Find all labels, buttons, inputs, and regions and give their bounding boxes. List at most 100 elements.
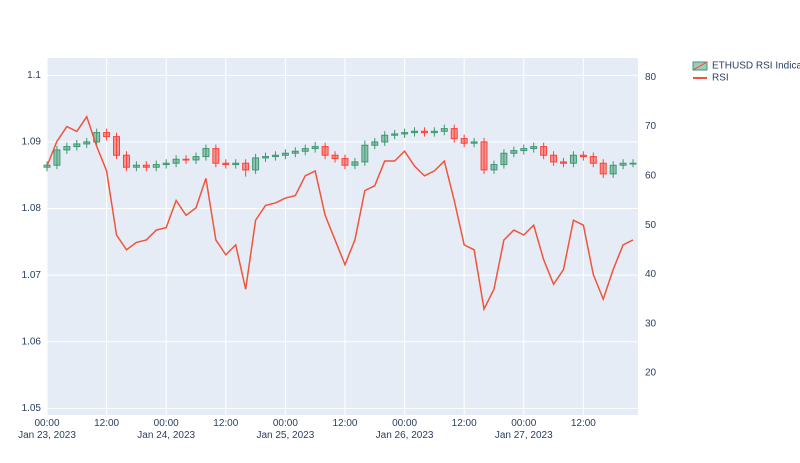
candle <box>411 127 418 137</box>
x-tick-label: 12:00 <box>213 418 238 429</box>
candle-body <box>629 162 637 165</box>
candle-body <box>351 161 359 166</box>
candle-body <box>132 164 140 168</box>
candle <box>520 144 528 155</box>
candle-body <box>391 133 399 136</box>
candle <box>391 129 399 140</box>
candle <box>540 142 548 160</box>
candle-body <box>381 134 389 143</box>
x-tick-label: 00:00 Jan 24, 2023 <box>137 418 195 441</box>
x-tick-label: 00:00 Jan 27, 2023 <box>495 418 553 441</box>
y-tick-label: 1.08 <box>22 203 42 214</box>
candle <box>311 141 319 153</box>
candle <box>262 152 270 162</box>
candle-body <box>212 148 220 164</box>
candle-body <box>113 136 121 156</box>
candle <box>103 128 111 141</box>
y2-tick-label: 70 <box>645 121 657 132</box>
candle <box>73 139 81 151</box>
y-tick-label: 1.07 <box>22 270 42 281</box>
candle-body <box>63 146 71 151</box>
candle <box>341 154 349 170</box>
candle-body <box>550 154 558 163</box>
candle <box>430 127 438 137</box>
candle <box>589 152 597 168</box>
candle-body <box>142 164 150 168</box>
candle <box>331 151 339 163</box>
candle <box>579 151 587 161</box>
candle <box>629 159 637 168</box>
candle <box>609 161 617 178</box>
candle-body <box>301 148 309 152</box>
candle-body <box>569 154 577 164</box>
candle-body <box>490 164 498 171</box>
candle <box>182 155 190 164</box>
candle <box>162 159 170 169</box>
candle-body <box>321 146 329 156</box>
candle <box>113 132 121 160</box>
candle-body <box>361 144 369 163</box>
y-tick-label: 1.1 <box>27 70 41 81</box>
candle-body <box>192 156 200 161</box>
candle-body <box>262 156 270 159</box>
x-tick-label: 12:00 <box>452 418 477 429</box>
candle <box>132 161 140 172</box>
y-tick-label: 1.09 <box>22 137 42 148</box>
y2-tick-label: 20 <box>645 368 657 379</box>
candle-body <box>281 152 289 156</box>
candle-body <box>83 141 91 145</box>
candle-body <box>560 161 567 164</box>
candle <box>232 159 240 169</box>
candle <box>470 137 478 148</box>
candle-body <box>172 158 180 164</box>
candle <box>550 151 558 166</box>
candle-body <box>450 128 458 140</box>
y-tick-label: 1.05 <box>22 403 42 414</box>
candle-body <box>401 132 409 135</box>
x-tick-label: 00:00 Jan 26, 2023 <box>376 418 434 441</box>
legend-label: ETHUSD RSI Indicator <box>712 61 800 72</box>
candle <box>321 142 329 160</box>
candle <box>142 161 150 172</box>
candle <box>440 124 448 136</box>
candle-body <box>331 154 339 160</box>
candle-body <box>152 164 160 168</box>
candle <box>291 147 299 158</box>
candle <box>172 155 180 168</box>
candle-body <box>103 132 111 138</box>
candle <box>510 146 518 158</box>
candle <box>192 152 200 164</box>
candle <box>569 151 577 168</box>
candle-body <box>500 152 508 166</box>
candle <box>351 157 359 170</box>
candle-body <box>460 138 468 144</box>
candle-body <box>242 162 250 171</box>
candle-body <box>222 162 230 166</box>
candle <box>599 159 607 178</box>
candle <box>271 151 279 161</box>
legend-item[interactable]: ETHUSD RSI Indicator <box>692 61 800 72</box>
candle-body <box>232 162 240 166</box>
candle <box>122 151 130 172</box>
legend-item[interactable]: RSI <box>693 73 729 84</box>
x-tick-label: 12:00 <box>571 418 596 429</box>
y-tick-label: 1.06 <box>22 336 42 347</box>
candle <box>500 149 508 169</box>
candle <box>53 145 61 170</box>
candle <box>202 144 210 161</box>
candle-body <box>162 162 170 166</box>
y2-tick-label: 60 <box>645 170 657 181</box>
plot-background <box>47 58 638 415</box>
candle <box>490 160 498 174</box>
candle-body <box>530 146 538 150</box>
legend-label: RSI <box>712 73 729 84</box>
candle-body <box>73 143 81 148</box>
candle-body <box>540 146 548 156</box>
candle <box>361 140 369 166</box>
y2-tick-label: 50 <box>645 220 657 231</box>
candle-body <box>619 162 627 166</box>
x-tick-label: 12:00 <box>94 418 119 429</box>
candle-body <box>599 162 607 175</box>
candle <box>401 128 409 138</box>
